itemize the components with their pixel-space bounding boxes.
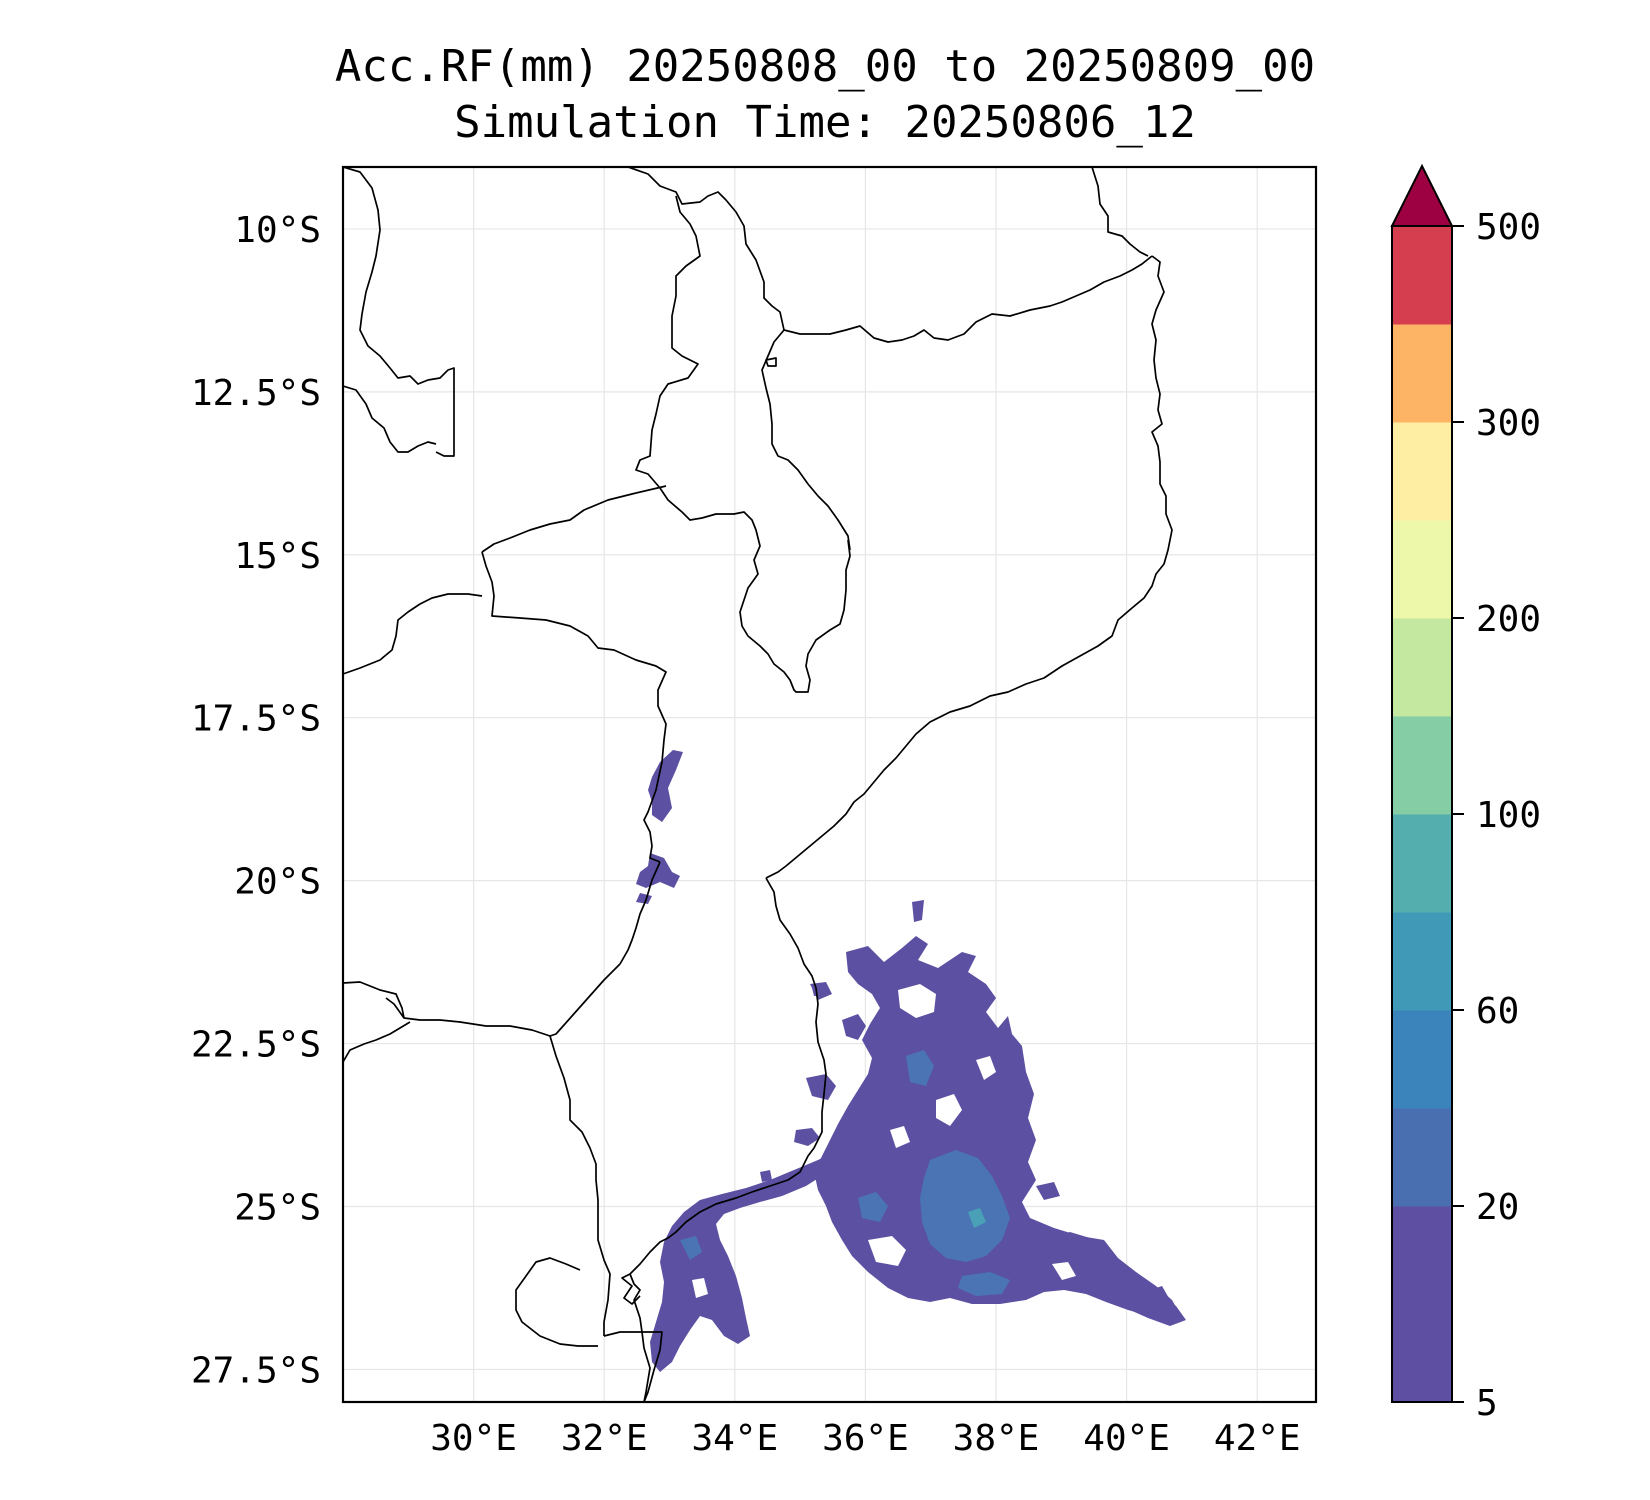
- rain-area-east-arm: [1040, 1232, 1186, 1326]
- coast-maputo-bay: [621, 1273, 641, 1305]
- border-zambia-malawi-south: [635, 195, 851, 693]
- colorbar-tick-label: 20: [1476, 1187, 1519, 1228]
- lon-tick-label: 38°E: [953, 1418, 1040, 1459]
- lon-tick-label: 40°E: [1083, 1418, 1170, 1459]
- border-zambia-south: [343, 593, 483, 675]
- border-zim-sa: [385, 963, 621, 1037]
- lon-tick-label: 36°E: [822, 1418, 909, 1459]
- rain-gap-3: [890, 1126, 910, 1148]
- coast-mozambique: [765, 255, 1173, 879]
- border-zambia-mozambique: [481, 485, 667, 553]
- colorbar-segment: [1392, 618, 1452, 717]
- border-botswana-zim: [343, 981, 405, 1019]
- rain-core-south: [958, 1272, 1010, 1296]
- rain-core-coastal: [680, 1236, 702, 1260]
- rain-area-main: [814, 936, 1180, 1322]
- colorbar-segment: [1392, 422, 1452, 521]
- rain-cell-2: [872, 1062, 896, 1082]
- map-borders: [343, 167, 1173, 1402]
- map-frame-background: [343, 167, 1316, 1402]
- colorbar-segment: [1392, 1304, 1452, 1403]
- rain-gap-5: [868, 1236, 906, 1266]
- border-malawi-zambia: [627, 167, 785, 331]
- lat-tick-label: 20°S: [234, 862, 321, 903]
- border-drc-zambia: [343, 167, 455, 457]
- lake-malawi-east: [761, 329, 851, 551]
- map-title-line-1: Acc.RF(mm) 20250808_00 to 20250809_00: [334, 41, 1316, 92]
- border-drc-pedicle: [343, 385, 437, 453]
- border-moz-tanzania: [783, 255, 1153, 343]
- colorbar-tick-label: 100: [1476, 795, 1541, 836]
- lat-tick-label: 25°S: [234, 1187, 321, 1228]
- lon-tick-label: 42°E: [1214, 1418, 1301, 1459]
- colorbar-tick-label: 300: [1476, 403, 1541, 444]
- rain-cell-1: [842, 1014, 866, 1040]
- colorbar: 5 20 60 100 200 300 500: [1390, 163, 1541, 1424]
- colorbar-segment: [1392, 1108, 1452, 1207]
- border-eswatini: [515, 1257, 598, 1347]
- rain-peak-cell: [968, 1208, 986, 1228]
- rain-core-center: [920, 1150, 1010, 1262]
- lat-tick-label: 27.5°S: [191, 1350, 321, 1391]
- rain-area-border-mid: [636, 853, 680, 888]
- rain-gap-6: [1052, 1262, 1076, 1280]
- rain-cell-6: [1036, 1182, 1060, 1200]
- colorbar-tick-label: 60: [1476, 991, 1519, 1032]
- colorbar-segment: [1392, 520, 1452, 619]
- rainfall-shading: [636, 750, 1186, 1372]
- rain-area-near-inhambane: [806, 1074, 836, 1100]
- coast-sofala: [629, 877, 827, 1402]
- map-frame-border: [341, 165, 1318, 1404]
- map-gridlines: [343, 167, 1316, 1402]
- lat-tick-label: 22.5°S: [191, 1025, 321, 1066]
- colorbar-tick-label: 5: [1476, 1383, 1498, 1424]
- lon-tick-label: 30°E: [430, 1418, 517, 1459]
- rain-core-north: [906, 1050, 934, 1086]
- border-moz-sa: [549, 1035, 611, 1336]
- lat-tick-label: 15°S: [234, 536, 321, 577]
- colorbar-tick-label: 200: [1476, 599, 1541, 640]
- border-sa-south: [603, 1331, 663, 1402]
- rain-area-coastal-north: [794, 1128, 820, 1146]
- map-title-line-2: Simulation Time: 20250806_12: [454, 97, 1196, 148]
- rain-cell-5: [912, 900, 924, 922]
- colorbar-segment: [1392, 226, 1452, 325]
- border-botswana-sa: [343, 1021, 411, 1063]
- lat-tick-label: 12.5°S: [191, 373, 321, 414]
- rain-gap-2: [936, 1094, 962, 1126]
- latitude-tick-labels: 10°S 12.5°S 15°S 17.5°S 20°S 22.5°S 25°S 27.5°S: [191, 210, 321, 1392]
- rain-gap-4: [976, 1056, 996, 1080]
- colorbar-segment: [1392, 912, 1452, 1011]
- lake-island: [765, 357, 777, 367]
- colorbar-segment: [1392, 1010, 1452, 1109]
- coast-tanzania: [1091, 167, 1149, 257]
- colorbar-extend-arrow: [1390, 163, 1454, 227]
- lat-tick-label: 10°S: [234, 210, 321, 251]
- rain-gap-7: [692, 1278, 708, 1298]
- rain-cell-8: [1150, 1286, 1170, 1304]
- longitude-tick-labels: 30°E 32°E 34°E 36°E 38°E 40°E 42°E: [430, 1418, 1300, 1459]
- rain-area-border-north: [648, 750, 683, 822]
- lon-tick-label: 34°E: [691, 1418, 778, 1459]
- rain-cell-7: [760, 1170, 772, 1182]
- rain-area-coastal-band: [650, 1148, 844, 1372]
- lat-tick-label: 17.5°S: [191, 699, 321, 740]
- border-zim-moz-east: [619, 861, 661, 965]
- lon-tick-label: 32°E: [561, 1418, 648, 1459]
- rain-core-west: [858, 1192, 888, 1222]
- rain-gap-1: [898, 984, 936, 1018]
- border-zimbabwe-north: [481, 551, 667, 863]
- colorbar-segment: [1392, 324, 1452, 423]
- colorbar-tick-label: 500: [1476, 207, 1541, 248]
- colorbar-segment: [1392, 1206, 1452, 1305]
- colorbar-segment: [1392, 814, 1452, 913]
- colorbar-segment: [1392, 716, 1452, 815]
